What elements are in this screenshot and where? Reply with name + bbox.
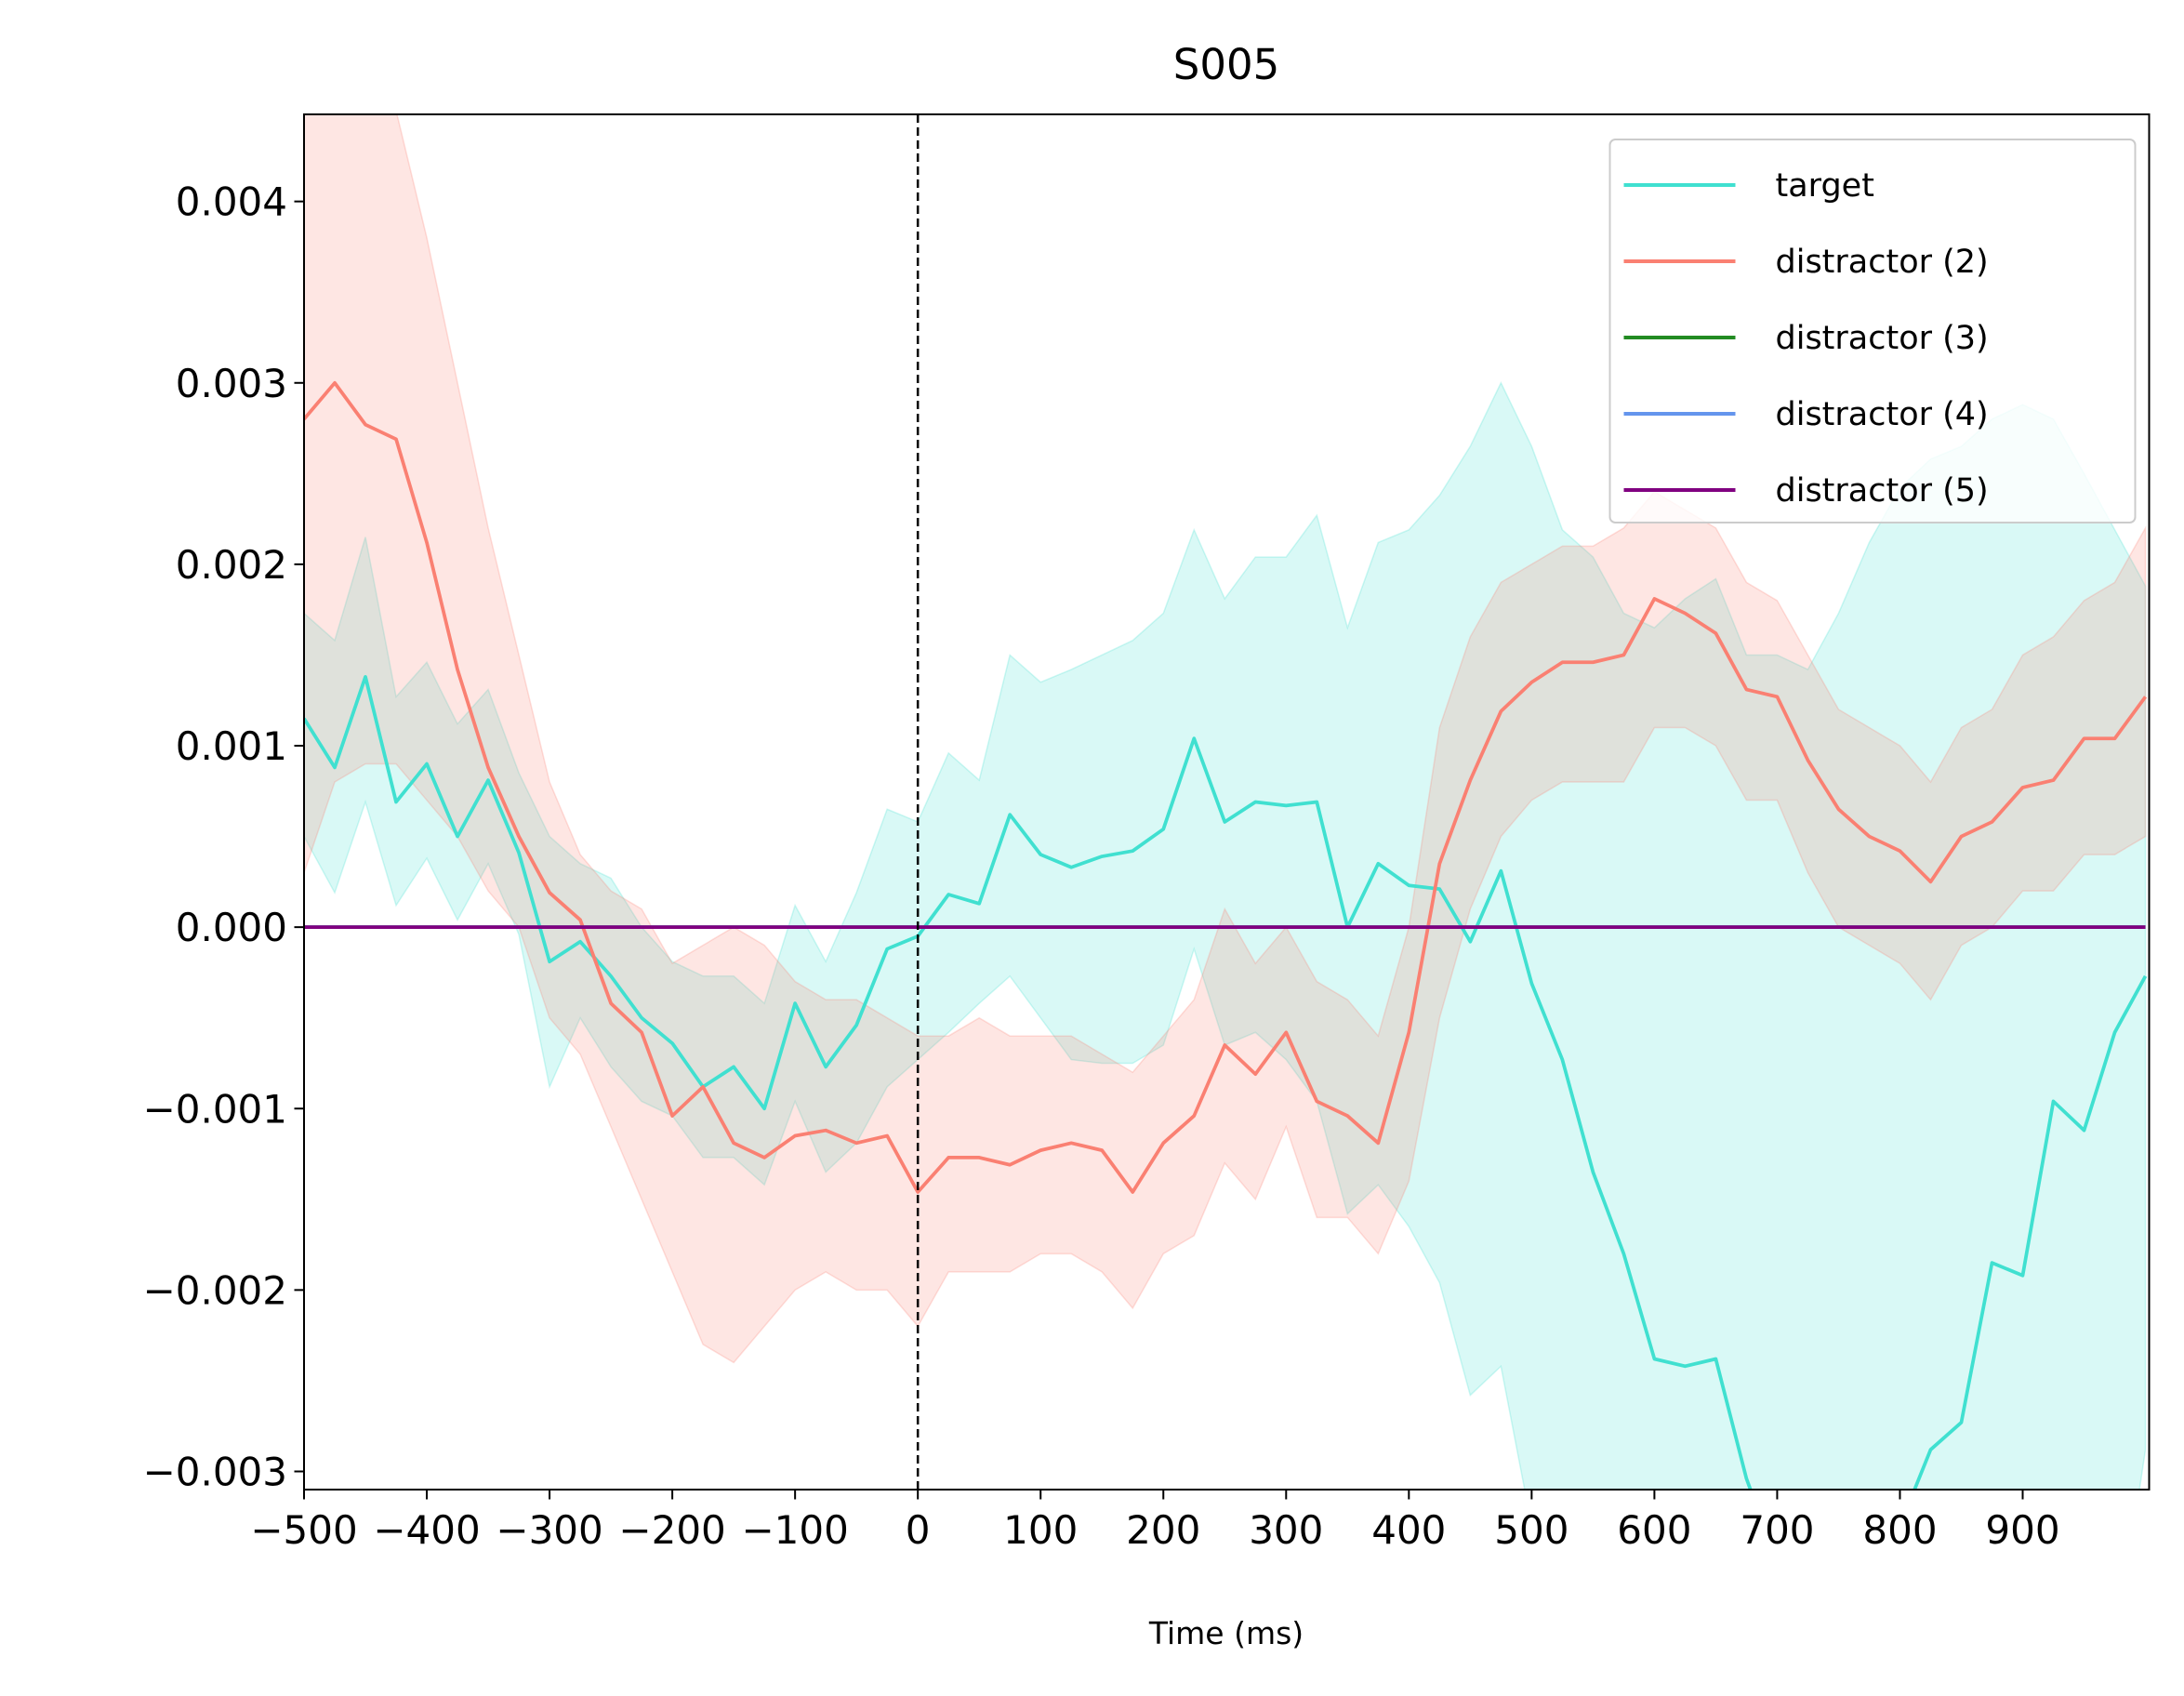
x-axis-label: Time (ms) — [1148, 1615, 1304, 1651]
legend-label: distractor (2) — [1776, 244, 1989, 281]
y-tick-label: 0.000 — [176, 905, 287, 950]
x-tick-label: −300 — [496, 1507, 602, 1553]
confidence-band — [304, 114, 2147, 1364]
x-tick-label: −500 — [250, 1507, 357, 1553]
chart-title: S005 — [1173, 40, 1279, 89]
axes-frame — [303, 113, 2151, 1491]
y-tick-label: −0.002 — [143, 1267, 287, 1313]
x-tick-label: 0 — [906, 1507, 931, 1553]
y-tick-label: −0.001 — [143, 1086, 287, 1132]
x-tick-label: −100 — [741, 1507, 848, 1553]
plot-area — [304, 114, 2148, 1490]
legend-label: target — [1776, 167, 1874, 205]
legend-label: distractor (4) — [1776, 396, 1989, 433]
x-tick-label: 200 — [1126, 1507, 1200, 1553]
x-tick-label: 400 — [1371, 1507, 1446, 1553]
x-tick-label: −200 — [618, 1507, 725, 1553]
legend-label: distractor (3) — [1776, 320, 1989, 357]
x-tick-label: 700 — [1740, 1507, 1814, 1553]
y-tick-label: 0.001 — [176, 723, 287, 769]
x-tick-label: 800 — [1862, 1507, 1937, 1553]
x-tick-label: 600 — [1617, 1507, 1691, 1553]
series-line — [304, 674, 2148, 1490]
x-tick-label: 300 — [1249, 1507, 1323, 1553]
legend-label: distractor (5) — [1776, 472, 1989, 510]
x-tick-label: −400 — [373, 1507, 480, 1553]
x-tick-label: 900 — [1985, 1507, 2059, 1553]
y-tick-label: 0.002 — [176, 542, 287, 588]
x-tick-label: 500 — [1494, 1507, 1569, 1553]
y-tick-label: −0.003 — [143, 1449, 287, 1494]
series-line — [304, 380, 2148, 1194]
legend-box — [1608, 139, 2137, 523]
confidence-band — [304, 381, 2147, 1490]
y-tick-label: 0.004 — [176, 179, 287, 225]
y-tick-label: 0.003 — [176, 361, 287, 406]
x-tick-label: 100 — [1003, 1507, 1078, 1553]
